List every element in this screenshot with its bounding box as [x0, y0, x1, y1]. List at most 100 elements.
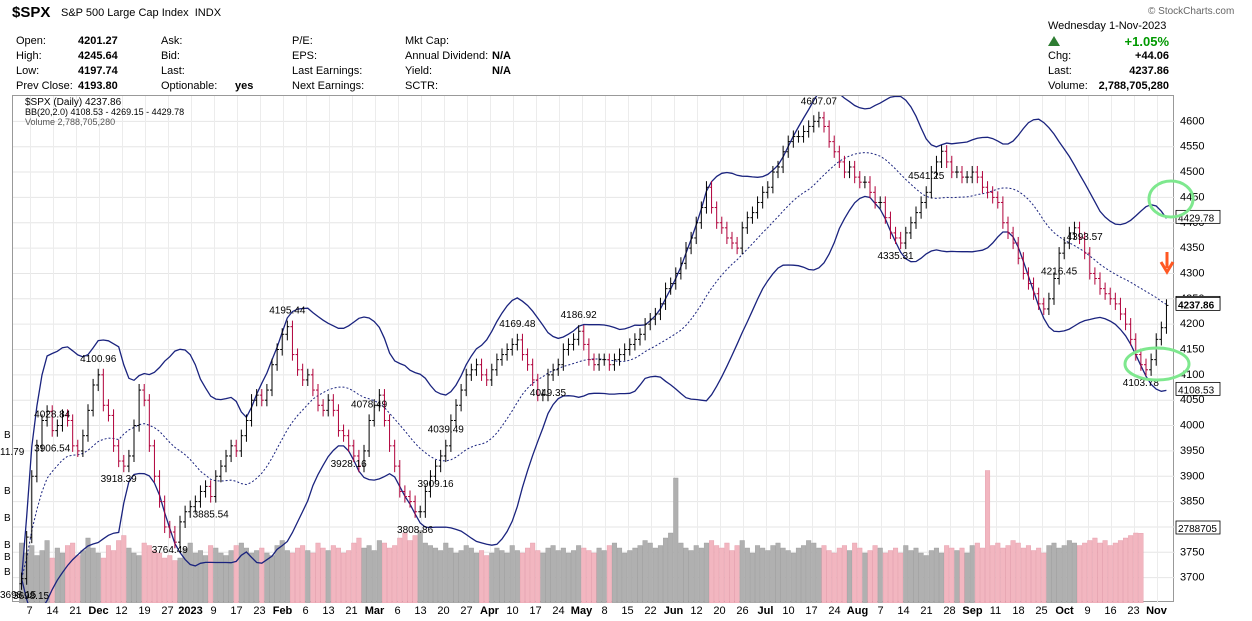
- high-price-label: 4393.57: [1067, 232, 1104, 243]
- volume-bar: [1020, 547, 1026, 604]
- volume-bar: [136, 555, 142, 604]
- value-tag: [1175, 296, 1221, 311]
- volume-bar: [576, 545, 582, 604]
- volume-bar: [535, 550, 541, 604]
- x-tick-label: 13: [322, 605, 334, 617]
- volume-bar: [1082, 542, 1088, 604]
- volume-bar: [1010, 540, 1016, 604]
- low-price-label: 3909.16: [417, 479, 454, 490]
- x-tick-label: Mar: [365, 605, 385, 617]
- volume-bar: [714, 545, 720, 604]
- volume-bar: [49, 557, 55, 604]
- volume-bar: [131, 552, 137, 604]
- volume-bar: [657, 545, 663, 604]
- volume-bar: [376, 540, 382, 604]
- volume-bar: [841, 545, 847, 604]
- volume-bar: [105, 545, 111, 604]
- volume-bar: [954, 550, 960, 604]
- x-tick-label: 27: [161, 605, 173, 617]
- low-label: Low:: [16, 65, 40, 77]
- x-tick-label: 12: [115, 605, 127, 617]
- volume-bar: [872, 545, 878, 604]
- y-tick-label: 3700: [1180, 572, 1204, 584]
- x-tick-label: Feb: [273, 605, 293, 617]
- volume-bar: [652, 547, 658, 604]
- x-tick-label: 15: [621, 605, 633, 617]
- high-price-label: 4186.92: [561, 310, 598, 321]
- x-tick-label: 16: [1104, 605, 1116, 617]
- low-price-label: 3928.16: [331, 459, 368, 470]
- volume-bar: [65, 545, 71, 604]
- volume-bar: [790, 552, 796, 604]
- volume-bar: [228, 550, 234, 604]
- volume-bar: [816, 547, 822, 604]
- volume-bar: [990, 545, 996, 604]
- volume-bar: [755, 545, 761, 604]
- low-price-label: 3918.39: [101, 474, 138, 485]
- volume-bar: [80, 550, 86, 604]
- x-tick-label: 7: [877, 605, 883, 617]
- volume-bar: [458, 550, 464, 604]
- x-tick-label: 24: [552, 605, 564, 617]
- mkt-cap-label: Mkt Cap:: [405, 35, 450, 47]
- x-tick-label: 10: [782, 605, 794, 617]
- volume-bar: [903, 545, 909, 604]
- x-tick-label: Dec: [88, 605, 108, 617]
- volume-bar: [811, 542, 817, 604]
- volume-bar: [111, 550, 117, 604]
- volume-bar: [1036, 547, 1042, 604]
- volume-bar: [116, 540, 122, 604]
- volume-bar: [673, 477, 679, 604]
- yield-value: N/A: [492, 65, 511, 77]
- legend-entry: $SPX (Daily) 4237.86: [25, 97, 122, 108]
- volume-bar: [683, 547, 689, 604]
- x-tick-label: May: [571, 605, 593, 617]
- x-tick-label: 22: [644, 605, 656, 617]
- volume-bar: [249, 552, 255, 604]
- x-tick-label: 7: [26, 605, 32, 617]
- volume-bar: [632, 547, 638, 604]
- volume-bar: [1046, 545, 1052, 604]
- price-chart[interactable]: 4028.84 4100.96 4195.44 4078.49 4039.49 4169.…: [13, 85, 1175, 616]
- volume-bar: [397, 537, 403, 604]
- x-tick-label: 2023: [178, 605, 202, 617]
- volume-bar: [734, 545, 740, 604]
- value-tag-label: 4237.86: [1178, 300, 1215, 311]
- volume-value: 2,788,705,280: [1098, 80, 1169, 92]
- value-tag-label: 4269.15: [1178, 299, 1215, 310]
- volume-bar: [289, 552, 295, 604]
- volume-bar: [606, 545, 612, 604]
- high-price-label: 4541.25: [908, 171, 945, 182]
- volume-bar: [724, 542, 730, 604]
- volume-bar: [928, 550, 934, 604]
- value-tag-label: 4429.78: [1178, 213, 1215, 224]
- optionable-value: yes: [235, 80, 254, 92]
- volume-bar: [197, 550, 203, 604]
- x-tick-label: 26: [736, 605, 748, 617]
- volume-bar: [90, 547, 96, 604]
- symbol[interactable]: $SPX: [12, 4, 51, 21]
- volume-bar: [279, 540, 285, 604]
- volume-bar: [172, 560, 178, 604]
- volume-bar: [949, 547, 955, 604]
- volume-bar: [433, 547, 439, 604]
- volume-bar: [315, 542, 321, 604]
- high-price-label: 4078.49: [351, 399, 388, 410]
- volume-bar: [453, 552, 459, 604]
- volume-bar: [959, 547, 965, 604]
- high-price-label: 4039.49: [428, 425, 465, 436]
- volume-bar: [1107, 545, 1113, 604]
- x-tick-label: 8: [601, 605, 607, 617]
- chart-area[interactable]: 4028.84 4100.96 4195.44 4078.49 4039.49 4169.…: [12, 85, 1175, 616]
- volume-bar: [274, 545, 280, 604]
- volume-bar: [1031, 550, 1037, 604]
- y-tick-label: 4550: [1180, 141, 1204, 153]
- volume-bar: [698, 547, 704, 604]
- exchange: INDX: [194, 7, 222, 19]
- volume-bar: [346, 550, 352, 604]
- volume-bar: [162, 557, 168, 604]
- y-tick-label: 4250: [1180, 293, 1204, 305]
- low-price-label: 3906.54: [34, 444, 71, 455]
- y-tick-label: 4100: [1180, 369, 1204, 381]
- dividend-label: Annual Dividend:: [405, 50, 489, 62]
